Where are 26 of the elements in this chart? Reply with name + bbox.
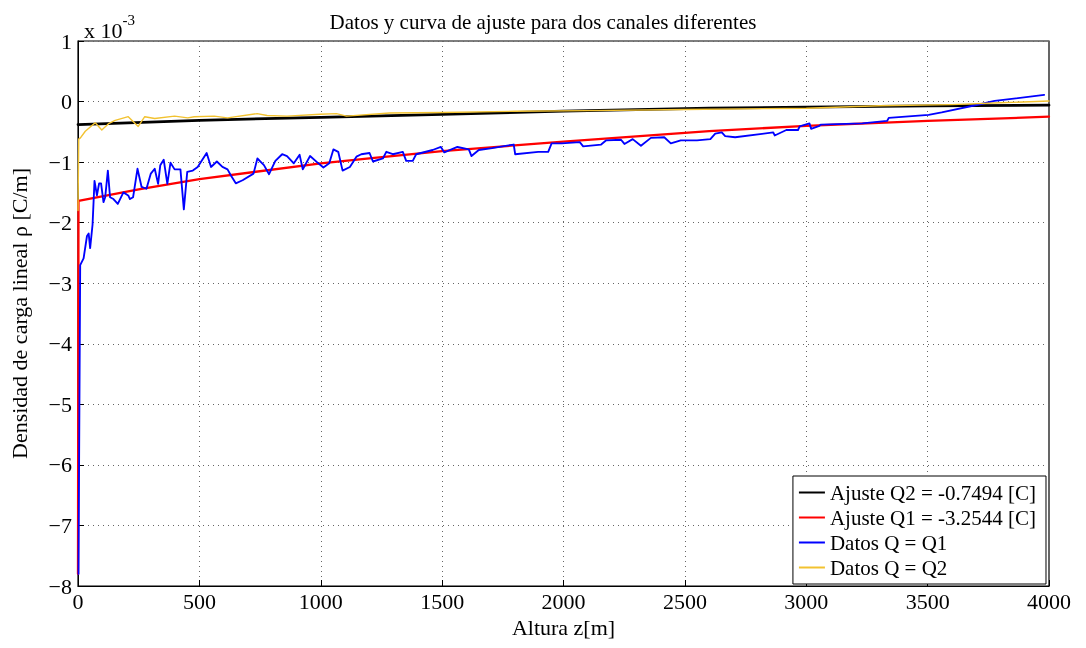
y-tick-label: 1: [61, 28, 72, 54]
x-tick-label: 1000: [298, 588, 343, 614]
legend-label: Datos Q = Q2: [829, 555, 948, 580]
x-tick-label: 3500: [905, 588, 950, 614]
y-tick-label: −7: [48, 512, 72, 538]
x-tick-label: 500: [182, 588, 216, 614]
x-axis-title: Altura z[m]: [511, 615, 616, 641]
legend-label: Datos Q = Q1: [829, 530, 948, 555]
y-tick-label: −4: [48, 331, 72, 357]
line-series: [77, 100, 1050, 212]
x-tick-label: 1500: [420, 588, 465, 614]
y-tick-label: −5: [48, 391, 72, 417]
y-tick-label: −2: [48, 210, 72, 236]
x-tick-label: 2000: [541, 588, 586, 614]
legend-label: Ajuste Q1 = -3.2544 [C]: [829, 505, 1037, 530]
x-tick-label: 2500: [662, 588, 707, 614]
y-tick-label: −6: [48, 452, 72, 478]
y-tick-label: 0: [61, 89, 72, 115]
y-tick-label: −3: [48, 270, 72, 296]
chart-title: Datos y curva de ajuste para dos canales diferentes: [329, 9, 757, 34]
y-axis-title: Densidad de carga lineal ρ [C/m]: [6, 168, 32, 459]
y-tick-label: −8: [48, 573, 72, 599]
x-tick-label: 4000: [1027, 588, 1071, 614]
legend-label: Ajuste Q2 = -0.7494 [C]: [829, 480, 1037, 505]
x-tick-label: 3000: [784, 588, 829, 614]
y-tick-label: −1: [48, 149, 72, 175]
